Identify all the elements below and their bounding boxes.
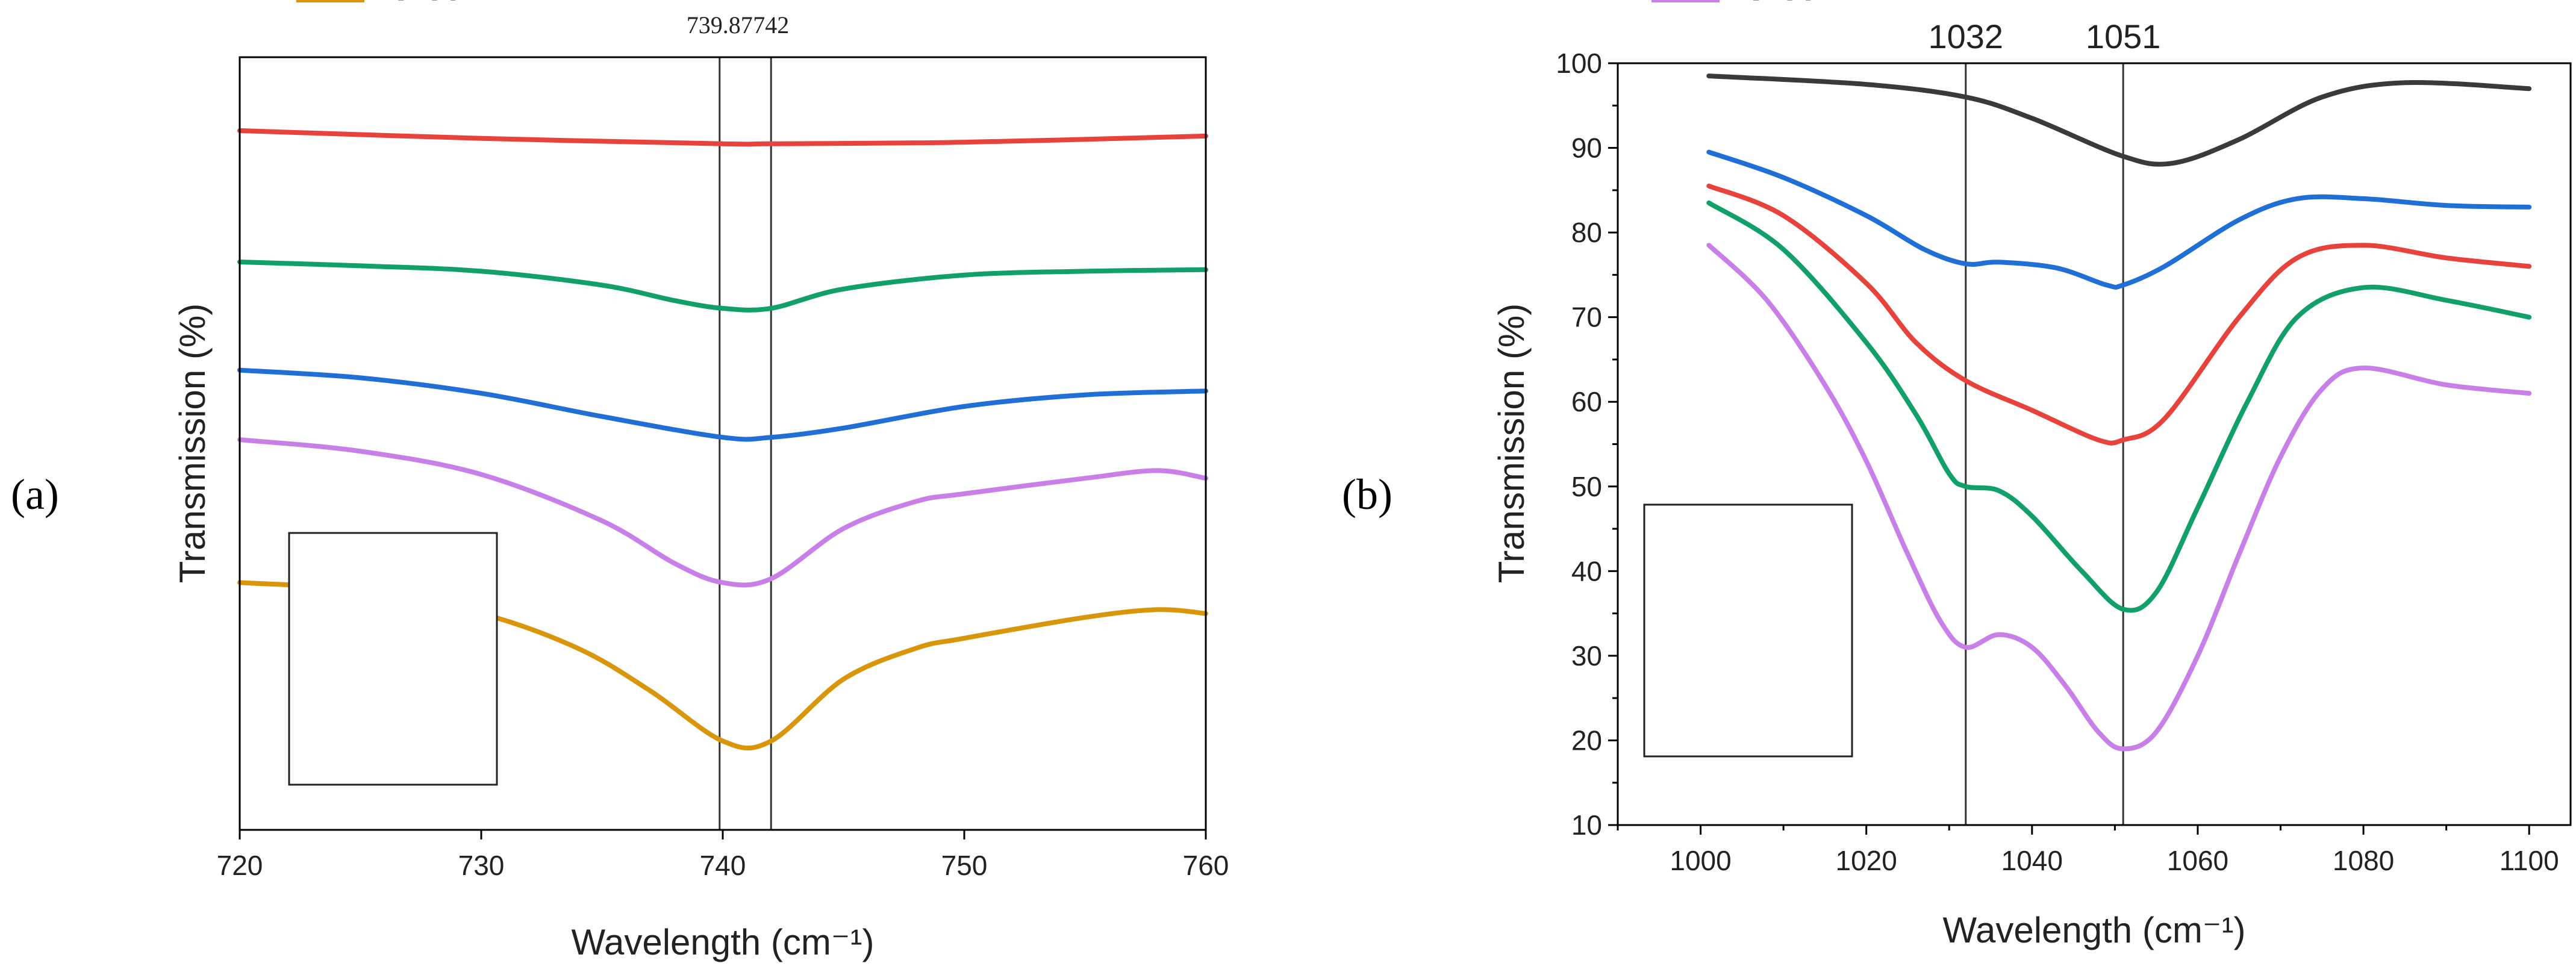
panel-b-y-tick-label-60: 60 bbox=[1571, 386, 1602, 417]
panel-b-legend-label-ig-28: IG-28 bbox=[1733, 0, 1818, 7]
panel-a-series-ig-28 bbox=[237, 367, 1208, 442]
panel-b-series-ig-25 bbox=[1706, 73, 2532, 167]
panel-a-legend-label-ig-35: IG-35 bbox=[378, 0, 463, 7]
panel-b-x-tick-label-1020: 1020 bbox=[1836, 845, 1897, 876]
panel-b-x-tick-label-1000: 1000 bbox=[1670, 845, 1731, 876]
panel-b-legend-label-ig-31: IG-31 bbox=[1733, 0, 1818, 7]
panel-a-legend-box bbox=[288, 532, 498, 786]
panel-a-legend-label-ig-38: IG-38 bbox=[378, 0, 463, 7]
panel-a-legend-label-ig-25: IG-25 bbox=[378, 0, 463, 7]
panel-a-y-axis-title: Transmission (%) bbox=[172, 304, 213, 584]
panel-b-legend-label-ig-38: IG-38 bbox=[1733, 0, 1818, 7]
panel-b-y-tick-label-80: 80 bbox=[1571, 217, 1602, 248]
panel-a-series-ig-31 bbox=[237, 260, 1208, 313]
panel-b-x-tick-label-1060: 1060 bbox=[2167, 845, 2228, 876]
panel-b-y-tick-label-40: 40 bbox=[1571, 555, 1602, 587]
panel-label-a: (a) bbox=[11, 470, 59, 519]
panel-b-x-tick-label-1080: 1080 bbox=[2333, 845, 2394, 876]
panel-b-y-tick-label-100: 100 bbox=[1556, 48, 1602, 79]
panel-a-reference-lines: 739.87 742 bbox=[687, 11, 789, 830]
panel-b-legend-box bbox=[1643, 503, 1853, 758]
panel-a-series-ig-35 bbox=[237, 437, 1208, 588]
panel-b-reference-label-1051: 1051 bbox=[2086, 17, 2161, 55]
panel-b-series bbox=[1706, 73, 2532, 752]
panel-a-x-tick-label-730: 730 bbox=[458, 850, 505, 881]
panel-a-x-axis-title: Wavelength (cm⁻¹) bbox=[572, 922, 875, 962]
panel-b-y-tick-label-20: 20 bbox=[1571, 724, 1602, 756]
panel-a-x-tick-label-760: 760 bbox=[1183, 850, 1229, 881]
panel-b: (b) 1032 1051 1000 1020 1040 1060 1080 1100 10… bbox=[1342, 0, 2572, 950]
panel-a-x-tick-label-720: 720 bbox=[217, 850, 263, 881]
panel-a-reference-label-739.87: 739.87 bbox=[687, 11, 753, 39]
panel-b-x-tick-label-1040: 1040 bbox=[2001, 845, 2063, 876]
panel-b-reference-lines: 1032 1051 bbox=[1928, 17, 2160, 825]
panel-b-legend-label-ig-25: IG-25 bbox=[1733, 0, 1818, 7]
panel-b-y-tick-label-10: 10 bbox=[1571, 809, 1602, 841]
panel-b-reference-label-1032: 1032 bbox=[1928, 17, 2003, 55]
panel-a-series-ig-25 bbox=[237, 128, 1208, 147]
panel-a-reference-label-742: 742 bbox=[753, 11, 789, 39]
panel-b-x-tick-label-1100: 1100 bbox=[2500, 845, 2559, 876]
panel-a-legend-label-ig-31: IG-31 bbox=[378, 0, 463, 7]
panel-label-b: (b) bbox=[1342, 470, 1392, 519]
panel-a-legend: IG-25IG-28IG-31IG-35IG-38 bbox=[288, 0, 498, 786]
panel-b-y-axis-title: Transmission (%) bbox=[1491, 304, 1532, 584]
panel-b-y-tick-label-30: 30 bbox=[1571, 640, 1602, 671]
panel-a-legend-label-ig-28: IG-28 bbox=[378, 0, 463, 7]
panel-b-series-ig-28 bbox=[1706, 183, 2532, 446]
panel-a: (a) 739.87 742 720 730 740 750 760 Wavelength… bbox=[11, 0, 1229, 962]
panel-a-x-tick-label-740: 740 bbox=[700, 850, 746, 881]
panel-b-series-ig-38 bbox=[1706, 243, 2532, 752]
panel-b-legend-label-ig-35: IG-35 bbox=[1733, 0, 1818, 7]
panel-b-x-axis-title: Wavelength (cm⁻¹) bbox=[1943, 910, 2246, 950]
panel-b-legend: IG-25IG-28IG-31IG-35IG-38 bbox=[1643, 0, 1853, 758]
panel-b-series-ig-31 bbox=[1706, 149, 2532, 290]
panel-b-x-ticks: 1000 1020 1040 1060 1080 1100 bbox=[1617, 825, 2559, 876]
panel-b-y-tick-label-50: 50 bbox=[1571, 471, 1602, 502]
panel-b-y-tick-label-90: 90 bbox=[1571, 132, 1602, 164]
panel-b-y-ticks: 10 20 30 40 50 60 70 80 90 100 bbox=[1556, 48, 1618, 841]
panel-b-series-ig-35 bbox=[1706, 200, 2532, 613]
panel-a-x-ticks: 720 730 740 750 760 bbox=[217, 830, 1229, 881]
panel-b-y-tick-label-70: 70 bbox=[1571, 302, 1602, 333]
panel-a-x-tick-label-750: 750 bbox=[941, 850, 988, 881]
